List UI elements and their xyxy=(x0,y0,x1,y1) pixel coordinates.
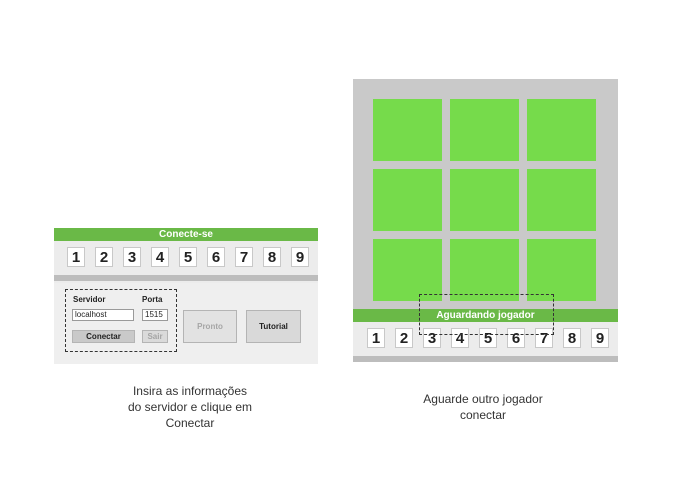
number-key-1[interactable]: 1 xyxy=(367,328,385,348)
connect-caption: Insira as informações do servidor e cliq… xyxy=(90,383,290,431)
board-tile[interactable] xyxy=(527,169,596,231)
number-key-4[interactable]: 4 xyxy=(451,328,469,348)
ready-button[interactable]: Pronto xyxy=(183,310,237,343)
number-key-1[interactable]: 1 xyxy=(67,247,85,267)
connect-button[interactable]: Conectar xyxy=(72,330,135,343)
highlight-box xyxy=(419,294,554,335)
number-row: 1 2 3 4 5 6 7 8 9 xyxy=(353,322,618,356)
number-key-6[interactable]: 6 xyxy=(207,247,225,267)
number-key-5[interactable]: 5 xyxy=(479,328,497,348)
board-tile[interactable] xyxy=(373,169,442,231)
board-tile[interactable] xyxy=(450,169,519,231)
caption-line: Aguarde outro jogador xyxy=(423,392,543,406)
number-key-6[interactable]: 6 xyxy=(507,328,525,348)
caption-line: Insira as informações xyxy=(132,384,248,398)
board-tile[interactable] xyxy=(373,239,442,301)
board-tile[interactable] xyxy=(527,99,596,161)
waiting-caption: Aguarde outro jogador conectar xyxy=(383,391,583,423)
board-tile[interactable] xyxy=(527,239,596,301)
number-key-8[interactable]: 8 xyxy=(563,328,581,348)
number-key-3[interactable]: 3 xyxy=(423,328,441,348)
number-key-9[interactable]: 9 xyxy=(591,328,609,348)
number-key-5[interactable]: 5 xyxy=(179,247,197,267)
board-tile[interactable] xyxy=(450,99,519,161)
connect-header: Conecte-se xyxy=(54,228,318,241)
number-key-2[interactable]: 2 xyxy=(395,328,413,348)
board-tile[interactable] xyxy=(450,239,519,301)
number-key-4[interactable]: 4 xyxy=(151,247,169,267)
port-label: Porta xyxy=(142,295,163,304)
caption-line: do servidor e clique em xyxy=(127,400,253,414)
server-input[interactable]: localhost xyxy=(72,309,134,321)
number-key-2[interactable]: 2 xyxy=(95,247,113,267)
connection-form: Servidor localhost Porta 1515 Conectar S… xyxy=(54,283,318,364)
tutorial-button[interactable]: Tutorial xyxy=(246,310,301,343)
number-key-7[interactable]: 7 xyxy=(235,247,253,267)
connect-panel: Conecte-se 1 2 3 4 5 6 7 8 9 Servidor lo… xyxy=(54,228,318,364)
number-key-8[interactable]: 8 xyxy=(263,247,281,267)
caption-line: conectar xyxy=(459,408,507,422)
number-key-3[interactable]: 3 xyxy=(123,247,141,267)
divider xyxy=(353,356,618,362)
server-label: Servidor xyxy=(73,295,106,304)
divider xyxy=(54,275,318,281)
exit-button[interactable]: Sair xyxy=(142,330,168,343)
highlight-box xyxy=(65,289,177,352)
port-input[interactable]: 1515 xyxy=(142,309,168,321)
game-panel: Aguardando jogador 1 2 3 4 5 6 7 8 9 xyxy=(353,79,618,362)
number-key-7[interactable]: 7 xyxy=(535,328,553,348)
caption-line: Conectar xyxy=(165,416,215,430)
board-tile[interactable] xyxy=(373,99,442,161)
number-row: 1 2 3 4 5 6 7 8 9 xyxy=(54,241,318,274)
number-key-9[interactable]: 9 xyxy=(291,247,309,267)
